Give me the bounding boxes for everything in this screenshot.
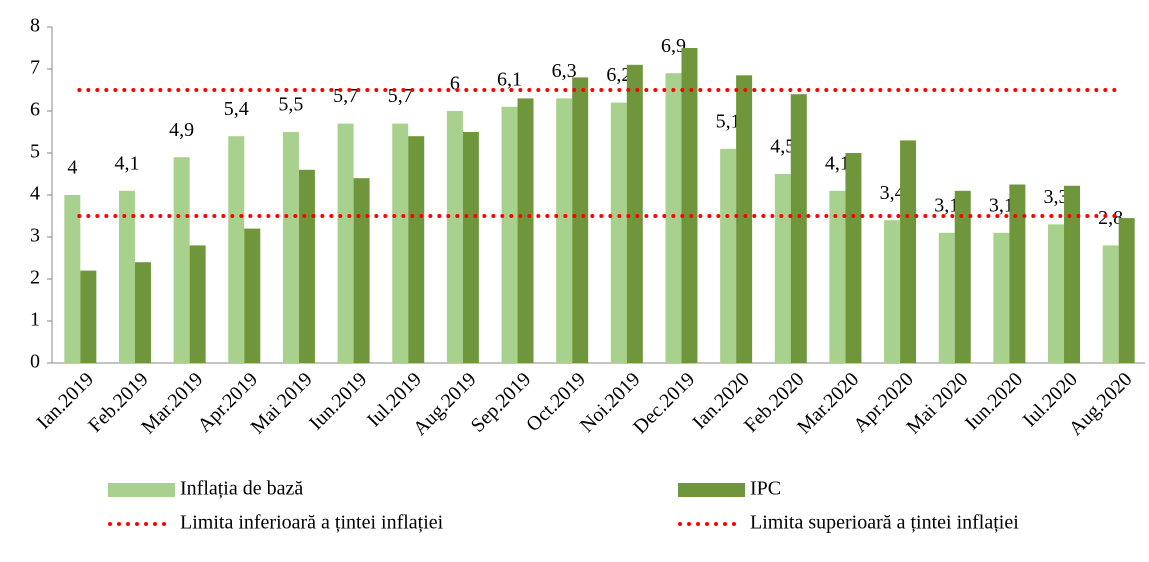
legend-label: IPC bbox=[750, 478, 781, 500]
bar bbox=[900, 140, 917, 363]
bar bbox=[790, 94, 807, 363]
x-tick-label: Sep.2019 bbox=[467, 368, 536, 437]
legend-swatch bbox=[678, 483, 745, 497]
bar bbox=[462, 132, 479, 363]
bar bbox=[446, 111, 463, 363]
bar bbox=[665, 73, 682, 363]
x-tick-label: Mai 2019 bbox=[247, 368, 317, 438]
value-label: 5,5 bbox=[278, 94, 303, 116]
bar bbox=[720, 148, 737, 363]
bar bbox=[408, 136, 425, 363]
value-label: 4,1 bbox=[114, 152, 139, 174]
bar bbox=[938, 232, 955, 363]
x-tick-label: Mar.2020 bbox=[793, 368, 863, 438]
y-tick-label: 5 bbox=[30, 141, 40, 163]
value-label: 5,1 bbox=[716, 110, 741, 132]
x-tick-label: Mai 2020 bbox=[902, 368, 972, 438]
legend-label: Limita inferioară a țintei inflației bbox=[180, 512, 444, 534]
bar bbox=[228, 136, 245, 363]
y-tick-label: 8 bbox=[30, 15, 40, 37]
value-label: 6,3 bbox=[552, 60, 577, 82]
value-label: 4 bbox=[67, 157, 77, 179]
value-label: 6 bbox=[450, 73, 460, 95]
value-label: 5,7 bbox=[333, 85, 358, 107]
legend-label: Limita superioară a țintei inflației bbox=[750, 512, 1019, 534]
y-tick-label: 2 bbox=[30, 267, 40, 289]
x-tick-label: Iun.2020 bbox=[961, 368, 1027, 434]
legend-swatch bbox=[108, 483, 175, 497]
bar bbox=[1009, 184, 1026, 363]
value-label: 6,9 bbox=[661, 35, 686, 57]
bar bbox=[118, 190, 135, 363]
bar bbox=[64, 195, 81, 363]
bar bbox=[1102, 245, 1119, 363]
bar bbox=[993, 232, 1010, 363]
value-label: 4,5 bbox=[770, 136, 795, 158]
bar bbox=[173, 157, 190, 363]
bar bbox=[337, 123, 354, 363]
x-tick-label: Mar.2019 bbox=[137, 368, 207, 438]
bar bbox=[556, 98, 573, 364]
value-label: 3,1 bbox=[989, 194, 1014, 216]
bar bbox=[829, 190, 846, 363]
bar bbox=[1118, 218, 1135, 363]
bar bbox=[610, 102, 627, 363]
x-tick-label: Iun.2019 bbox=[305, 368, 371, 434]
y-tick-label: 4 bbox=[30, 183, 40, 205]
value-label: 3,1 bbox=[934, 194, 959, 216]
y-tick-label: 3 bbox=[30, 225, 40, 247]
bar bbox=[954, 190, 971, 363]
value-label: 4,1 bbox=[825, 152, 850, 174]
y-tick-label: 7 bbox=[30, 57, 40, 79]
value-label: 5,4 bbox=[224, 98, 249, 120]
bar bbox=[884, 220, 901, 363]
bar bbox=[1064, 185, 1081, 363]
bar bbox=[282, 132, 299, 363]
value-label: 3,4 bbox=[880, 182, 905, 204]
bar bbox=[298, 169, 315, 363]
value-label: 3,3 bbox=[1044, 186, 1069, 208]
bar bbox=[774, 174, 791, 363]
bar bbox=[626, 64, 643, 364]
bar bbox=[134, 262, 151, 363]
bar bbox=[501, 106, 518, 364]
bar bbox=[189, 245, 206, 363]
bar bbox=[572, 77, 589, 364]
value-label: 6,2 bbox=[606, 64, 631, 86]
value-label: 5,7 bbox=[388, 85, 413, 107]
bar bbox=[353, 178, 370, 363]
bar bbox=[845, 153, 862, 363]
value-label: 6,1 bbox=[497, 68, 522, 90]
legend-label: Inflația de bază bbox=[180, 478, 303, 500]
y-tick-label: 1 bbox=[30, 309, 40, 331]
bar bbox=[517, 98, 534, 364]
bar bbox=[681, 48, 698, 363]
bar bbox=[80, 270, 97, 363]
bar bbox=[244, 228, 261, 363]
x-tick-label: Dec.2019 bbox=[629, 368, 699, 438]
bar bbox=[1048, 224, 1065, 363]
bar bbox=[736, 75, 753, 364]
y-tick-label: 0 bbox=[30, 351, 40, 373]
value-label: 4,9 bbox=[169, 119, 194, 141]
y-tick-label: 6 bbox=[30, 99, 40, 121]
bar bbox=[392, 123, 409, 363]
value-label: 2,8 bbox=[1098, 207, 1123, 229]
